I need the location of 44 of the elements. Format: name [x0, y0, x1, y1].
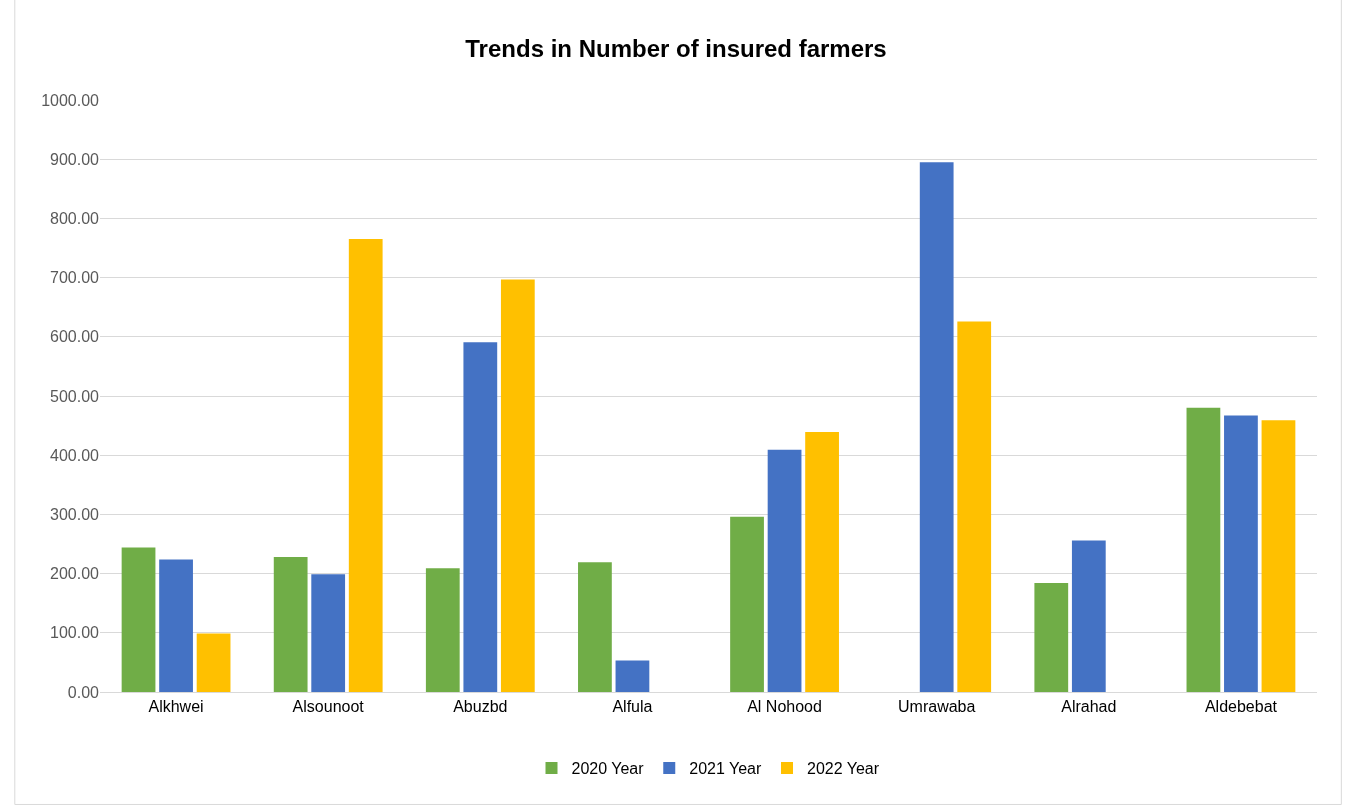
- x-tick-label: Aldebebat: [1204, 698, 1278, 716]
- bar: [615, 660, 650, 692]
- bar: [1034, 583, 1069, 692]
- y-tick-label: 300.00: [50, 506, 100, 523]
- y-tick-label: 900.00: [50, 150, 100, 168]
- bar: [311, 574, 346, 692]
- bar: [957, 321, 992, 692]
- x-tick-label: Al Nohood: [747, 698, 822, 716]
- legend-label: 2021 Year: [689, 760, 762, 778]
- bar: [348, 239, 383, 692]
- y-tick-label: 200.00: [50, 565, 100, 583]
- x-tick-label: Abuzbd: [453, 698, 508, 716]
- legend-label: 2022 Year: [807, 760, 880, 778]
- bar: [1261, 420, 1296, 692]
- x-tick-label: Alkhwei: [148, 698, 204, 716]
- bar: [1224, 415, 1258, 692]
- bar: [463, 342, 498, 692]
- bar: [919, 162, 954, 692]
- bar: [805, 432, 839, 692]
- bar: [196, 633, 231, 692]
- bar: [1186, 407, 1221, 692]
- x-tick-label: Alrahad: [1061, 698, 1117, 716]
- bar: [500, 279, 535, 692]
- legend-label: 2020 Year: [571, 760, 645, 778]
- bar: [425, 568, 460, 692]
- bar: [159, 559, 193, 692]
- x-tick-label: Alsounoot: [292, 698, 365, 716]
- y-tick-label: 800.00: [50, 210, 100, 227]
- bar: [730, 516, 764, 692]
- x-tick-label: Umrawaba: [898, 698, 976, 716]
- y-tick-label: 0.00: [67, 683, 100, 701]
- x-tick-label: Alfula: [612, 698, 653, 716]
- y-tick-label: 100.00: [50, 624, 100, 642]
- y-tick-label: 700.00: [50, 269, 100, 287]
- bar: [767, 449, 802, 692]
- bar: [578, 562, 612, 692]
- bar: [1071, 540, 1106, 692]
- y-tick-label: 500.00: [50, 387, 100, 405]
- y-tick-label: 400.00: [50, 446, 100, 464]
- bar: [121, 547, 156, 692]
- chart-title: Trends in Number of insured farmers: [465, 35, 887, 63]
- y-tick-label: 600.00: [50, 328, 100, 346]
- y-tick-label: 1000.00: [41, 91, 100, 109]
- bar: [273, 557, 308, 692]
